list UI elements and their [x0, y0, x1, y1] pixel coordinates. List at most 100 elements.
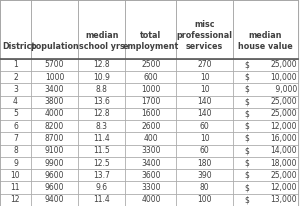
Bar [125, 108, 176, 120]
Bar [233, 169, 298, 181]
Text: 390: 390 [197, 171, 212, 180]
Bar [31, 83, 78, 96]
Text: 9,000: 9,000 [273, 85, 297, 94]
Text: total
employment: total employment [123, 31, 179, 51]
Text: 16,000: 16,000 [270, 134, 297, 143]
Text: 10: 10 [200, 85, 209, 94]
Bar [176, 108, 233, 120]
Text: 3400: 3400 [141, 159, 161, 167]
Bar [31, 169, 78, 181]
Bar [78, 157, 125, 169]
Text: 3: 3 [13, 85, 18, 94]
Text: 25,000: 25,000 [270, 97, 297, 106]
Text: median
house value: median house value [238, 31, 293, 51]
Bar [125, 83, 176, 96]
Text: 400: 400 [144, 134, 158, 143]
Bar [233, 71, 298, 83]
Bar [0, 59, 31, 71]
Bar [78, 59, 125, 71]
Bar [0, 181, 31, 194]
Bar [125, 194, 176, 206]
Text: 2600: 2600 [141, 122, 160, 131]
Text: $: $ [244, 171, 249, 180]
Bar [0, 132, 31, 145]
Text: 10: 10 [200, 134, 209, 143]
Text: $: $ [244, 122, 249, 131]
Text: 100: 100 [197, 195, 212, 204]
Bar [78, 169, 125, 181]
Bar [125, 71, 176, 83]
Text: 60: 60 [200, 146, 209, 155]
Bar [125, 181, 176, 194]
Bar [0, 83, 31, 96]
Text: $: $ [244, 183, 249, 192]
Bar [78, 108, 125, 120]
Text: $: $ [244, 109, 249, 118]
Text: population: population [30, 42, 79, 51]
Bar [0, 169, 31, 181]
Text: 12.8: 12.8 [94, 60, 110, 69]
Text: 1700: 1700 [141, 97, 160, 106]
Text: 9.6: 9.6 [96, 183, 108, 192]
Bar [176, 71, 233, 83]
Text: 60: 60 [200, 122, 209, 131]
Text: $: $ [244, 134, 249, 143]
Text: 3300: 3300 [141, 183, 161, 192]
Text: 1000: 1000 [45, 73, 64, 82]
Bar [233, 132, 298, 145]
Text: 9: 9 [13, 159, 18, 167]
Text: 140: 140 [197, 109, 212, 118]
Text: 1600: 1600 [141, 109, 160, 118]
Bar [233, 194, 298, 206]
Text: 13.7: 13.7 [93, 171, 110, 180]
Text: 9900: 9900 [45, 159, 64, 167]
Bar [233, 108, 298, 120]
Text: 600: 600 [144, 73, 158, 82]
Text: $: $ [244, 97, 249, 106]
Bar [0, 96, 31, 108]
Bar [176, 181, 233, 194]
Text: misc
professional
services: misc professional services [176, 20, 232, 51]
Bar [78, 145, 125, 157]
Text: 12.8: 12.8 [94, 109, 110, 118]
Bar [78, 120, 125, 132]
Text: 11.5: 11.5 [93, 146, 110, 155]
Text: 14,000: 14,000 [270, 146, 297, 155]
Bar [0, 145, 31, 157]
Text: $: $ [244, 85, 249, 94]
Bar [31, 96, 78, 108]
Bar [233, 120, 298, 132]
Bar [125, 157, 176, 169]
Text: 7: 7 [13, 134, 18, 143]
Text: median
school yrs: median school yrs [79, 31, 125, 51]
Text: 5700: 5700 [45, 60, 64, 69]
Text: 2500: 2500 [141, 60, 160, 69]
Text: $: $ [244, 146, 249, 155]
Bar [31, 132, 78, 145]
Bar [176, 96, 233, 108]
Text: 6: 6 [13, 122, 18, 131]
Bar [0, 194, 31, 206]
Bar [0, 157, 31, 169]
Text: 8700: 8700 [45, 134, 64, 143]
Bar [0, 108, 31, 120]
Bar [125, 96, 176, 108]
Bar [176, 145, 233, 157]
Text: 140: 140 [197, 97, 212, 106]
Text: 13,000: 13,000 [270, 195, 297, 204]
Text: 180: 180 [197, 159, 212, 167]
Bar [31, 59, 78, 71]
Text: 8.8: 8.8 [96, 85, 108, 94]
Text: 8200: 8200 [45, 122, 64, 131]
Text: 11.4: 11.4 [93, 195, 110, 204]
Bar [78, 181, 125, 194]
Bar [233, 59, 298, 71]
Text: 1000: 1000 [141, 85, 160, 94]
Text: 9600: 9600 [45, 171, 64, 180]
Text: $: $ [244, 60, 249, 69]
Bar [176, 59, 233, 71]
Text: $: $ [244, 159, 249, 167]
Bar [78, 132, 125, 145]
Text: 270: 270 [197, 60, 212, 69]
Text: 9600: 9600 [45, 183, 64, 192]
